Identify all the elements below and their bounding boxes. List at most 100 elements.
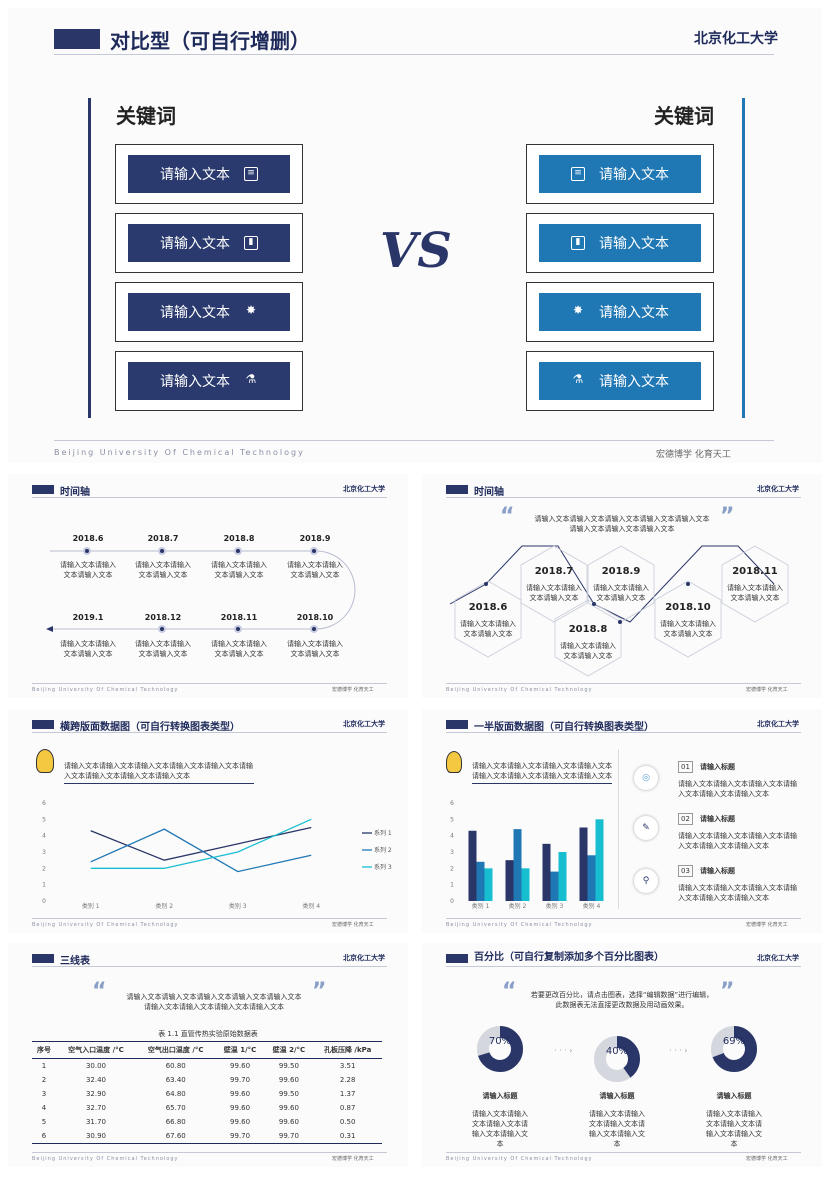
footer-english: Beijing University Of Chemical Technolog… <box>446 1156 593 1162</box>
footer-divider <box>32 683 387 684</box>
document-icon: ≡ <box>244 167 258 181</box>
slide-title: 一半版面数据图（可自行转换图表类型） <box>474 722 654 733</box>
slide-title: 对比型（可自行增删） <box>110 29 310 53</box>
left-accent-line <box>88 98 91 418</box>
footer-english: Beijing University Of Chemical Technolog… <box>32 687 179 693</box>
right-item-3[interactable]: ✸ 请输入文本 <box>526 282 714 342</box>
footer-english: Beijing University Of Chemical Technolog… <box>446 922 593 928</box>
table-cell: 60.80 <box>165 1062 186 1070</box>
y-tick-label: 2 <box>450 865 454 872</box>
hex-text: 请输入文本请输入文本请输入文本 <box>526 584 582 602</box>
title-divider <box>54 54 774 55</box>
bar <box>579 827 588 901</box>
slide-timeline-2: 时间轴 北京化工大学 “ ” 请输入文本请输入文本请输入文本请输入文本请输入文本… <box>422 474 822 698</box>
footer-motto: 宏德博学 化育天工 <box>656 450 731 460</box>
table-cell: 32.90 <box>85 1090 106 1098</box>
hex-text: 请输入文本请输入文本请输入文本 <box>727 584 783 602</box>
item-title: 请输入标题 <box>700 763 735 771</box>
y-tick-label: 4 <box>450 833 454 840</box>
line-chart: 0 1 2 3 4 5 6 类别 1 类别 2 类别 3 类别 4 系列 1 系列 2 系列 3 <box>42 800 392 910</box>
university-logo: 北京化工大学 <box>343 484 385 493</box>
left-keyword: 关键词 <box>116 104 176 128</box>
y-tick-label: 4 <box>42 833 46 840</box>
left-item-label: 请输入文本 <box>160 167 230 183</box>
left-item-label: 请输入文本 <box>160 374 230 390</box>
table-cell: 32.40 <box>85 1076 106 1084</box>
footer-divider <box>446 1152 801 1153</box>
footer-motto: 宏德博学 化育天工 <box>746 922 788 928</box>
legend-label: 系列 2 <box>374 846 392 854</box>
item-text: 请输入文本请输入文本请输入文本请输入文本请输入文本请输入文本 <box>678 884 797 902</box>
donut-text: 请输入文本请输入文本请输入文本请输入文本请输入文本 <box>706 1110 762 1148</box>
left-item-1[interactable]: 请输入文本 ≡ <box>115 144 303 204</box>
title-divider <box>446 966 801 967</box>
slide-percent: 百分比（可自行复制添加多个百分比图表） 北京化工大学 “ ” 若要更改百分比，请… <box>422 943 822 1167</box>
table-cell: 99.60 <box>230 1118 251 1126</box>
series-line <box>90 826 312 861</box>
hex-date: 2018.11 <box>732 566 778 577</box>
x-tick-label: 类别 2 <box>509 902 527 910</box>
table-cell: 1.37 <box>339 1090 356 1098</box>
donut-label: 69% <box>722 1036 746 1047</box>
footer-english: Beijing University Of Chemical Technolog… <box>32 1156 179 1162</box>
right-item-2[interactable]: ▮ 请输入文本 <box>526 213 714 273</box>
timeline-node <box>83 547 91 555</box>
bar <box>595 819 604 901</box>
y-tick-label: 5 <box>42 816 46 823</box>
hex-text: 请输入文本请输入文本请输入文本 <box>560 642 616 660</box>
table-cell: 65.70 <box>165 1104 186 1112</box>
bottles-icon: ▮ <box>244 236 258 250</box>
table-cell: 64.80 <box>165 1090 186 1098</box>
university-logo: 北京化工大学 <box>343 719 385 728</box>
left-item-label: 请输入文本 <box>160 305 230 321</box>
explosion-icon: ✸ <box>245 303 257 317</box>
quote-close-icon: ” <box>720 504 735 529</box>
hex-text: 请输入文本请输入文本请输入文本 <box>660 620 716 638</box>
x-tick-label: 类别 3 <box>229 902 247 910</box>
timeline-text: 请输入文本请输入文本请输入文本 <box>135 561 191 579</box>
item-number: 01 <box>678 761 693 773</box>
timeline-text: 请输入文本请输入文本请输入文本 <box>287 640 343 658</box>
edit-circle-icon: ✎ <box>634 816 658 840</box>
bar <box>468 830 477 901</box>
table-header: 壁温 2/°C <box>264 1041 314 1059</box>
table-row: 3 32.90 64.80 99.60 99.50 1.37 <box>32 1087 382 1101</box>
timeline-text: 请输入文本请输入文本请输入文本 <box>211 640 267 658</box>
timeline-date: 2018.12 <box>144 613 182 622</box>
donut-label: 70% <box>488 1036 512 1047</box>
item-title: 请输入标题 <box>700 867 735 875</box>
timeline-date: 2018.11 <box>220 613 258 622</box>
table-cell: 67.60 <box>135 1129 216 1144</box>
right-item-label: 请输入文本 <box>599 236 669 252</box>
slide-bar-chart: 一半版面数据图（可自行转换图表类型） 北京化工大学 请输入文本请输入文本请输入文… <box>422 709 822 933</box>
table-header: 壁温 1/°C <box>215 1041 265 1059</box>
table-row: 2 32.40 63.40 99.70 99.60 2.28 <box>32 1073 382 1087</box>
table-cell: 2.28 <box>339 1076 356 1084</box>
title-bar <box>446 954 468 963</box>
left-item-3[interactable]: 请输入文本 ✸ <box>115 282 303 342</box>
donut-label: 40% <box>605 1046 629 1057</box>
timeline-node <box>310 547 318 555</box>
table-cell: 6 <box>32 1129 57 1144</box>
hex-date: 2018.10 <box>665 602 711 613</box>
timeline-text: 请输入文本请输入文本请输入文本 <box>135 640 191 658</box>
table-cell: 2 <box>41 1076 47 1084</box>
left-item-2[interactable]: 请输入文本 ▮ <box>115 213 303 273</box>
table-header: 序号 <box>32 1041 57 1059</box>
lightbulb-icon <box>446 751 462 773</box>
university-logo: 北京化工大学 <box>343 953 385 962</box>
left-item-4[interactable]: 请输入文本 ⚗ <box>115 351 303 411</box>
bar <box>542 843 551 901</box>
donut-title: 请输入标题 <box>599 1092 635 1100</box>
document-icon: ≡ <box>571 167 585 181</box>
right-item-1[interactable]: ≡ 请输入文本 <box>526 144 714 204</box>
bottles-icon: ▮ <box>571 236 585 250</box>
title-bar <box>32 954 54 963</box>
right-item-4[interactable]: ⚗ 请输入文本 <box>526 351 714 411</box>
table-cell: 3 <box>41 1090 47 1098</box>
timeline-date: 2018.8 <box>223 534 255 543</box>
footer-english: Beijing University Of Chemical Technolog… <box>54 448 305 457</box>
legend-label: 系列 3 <box>374 863 392 871</box>
footer-divider <box>446 918 801 919</box>
slide-title: 横跨版面数据图（可自行转换图表类型） <box>60 722 240 733</box>
